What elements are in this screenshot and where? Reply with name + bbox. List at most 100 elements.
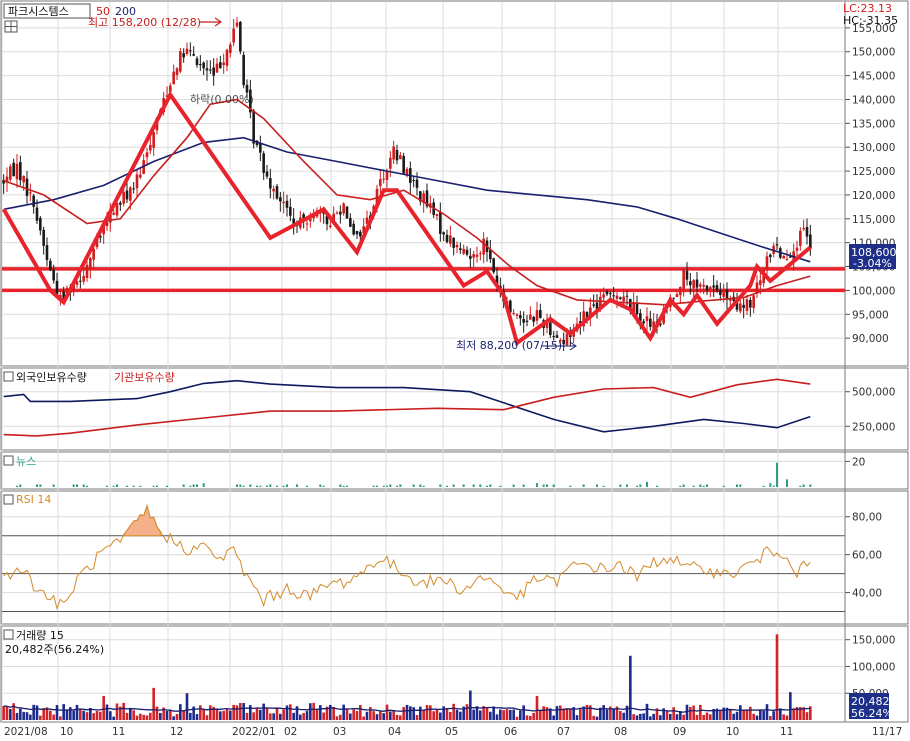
candle-body — [285, 200, 289, 208]
volume-bar — [99, 711, 102, 720]
candle-body — [519, 315, 522, 319]
volume-collapse-icon[interactable] — [3, 629, 14, 640]
candle-body — [79, 280, 82, 282]
volume-bar — [252, 712, 255, 720]
candle-body — [729, 298, 732, 301]
volume-bar — [359, 705, 362, 720]
candle-body — [105, 221, 109, 227]
volume-bar — [772, 711, 775, 720]
title-box[interactable] — [3, 3, 91, 19]
volume-bar — [152, 687, 155, 720]
date-tick-label: 10 — [726, 726, 739, 738]
volume-bar — [185, 693, 189, 720]
pattern-zigzag-line — [1, 90, 812, 347]
volume-bar — [775, 634, 779, 720]
volume-bar — [679, 711, 682, 720]
candle-body — [49, 260, 52, 271]
candle-body — [345, 206, 349, 219]
candle-body — [495, 275, 499, 285]
axis-tick-label: 95,000 — [852, 309, 889, 321]
candle-body — [412, 180, 415, 182]
candle-body — [535, 310, 539, 321]
volume-bar — [75, 704, 79, 720]
volume-bar — [175, 713, 179, 720]
candle-body — [699, 284, 702, 287]
volume-bar — [659, 715, 662, 720]
candle-body — [185, 48, 189, 55]
date-tick-label: 11 — [112, 726, 125, 738]
candle-body — [552, 336, 555, 338]
news-bar — [636, 485, 638, 487]
candle-body — [562, 339, 565, 345]
rsi-line — [3, 503, 811, 611]
volume-bar — [332, 706, 335, 720]
volume-bar — [629, 655, 632, 720]
volume-bar — [132, 710, 135, 720]
volume-bar — [732, 713, 735, 720]
volume-bar — [45, 707, 49, 720]
volume-bar — [452, 703, 455, 720]
news-bar — [346, 485, 348, 487]
volume-bar — [205, 715, 209, 720]
candle-body — [415, 179, 419, 188]
candle-body — [172, 71, 175, 85]
news-bar — [786, 479, 788, 487]
volume-bar — [519, 710, 522, 720]
news-collapse-icon[interactable] — [3, 455, 14, 466]
volume-bar — [155, 706, 159, 720]
volume-bar — [619, 710, 622, 720]
volume-bar — [52, 714, 55, 720]
volume-bar — [389, 711, 392, 720]
volume-bar — [172, 716, 175, 720]
candle-body — [725, 289, 729, 300]
candle-body — [715, 285, 719, 291]
news-bar — [412, 484, 415, 487]
volume-bar — [502, 710, 505, 720]
candle-body — [209, 69, 212, 71]
candle-body — [355, 230, 359, 235]
candle-body — [235, 22, 239, 27]
news-bar — [776, 462, 778, 487]
candle-body — [739, 303, 742, 312]
candle-body — [332, 213, 335, 223]
candle-body — [335, 212, 339, 214]
news-bar — [479, 484, 482, 487]
candle-body — [282, 201, 285, 204]
candle-body — [622, 296, 625, 302]
news-bar — [339, 484, 342, 487]
volume-bar — [539, 710, 542, 720]
volume-bar — [762, 710, 765, 720]
candle-body — [25, 178, 29, 196]
candle-body — [39, 218, 42, 231]
candle-body — [225, 49, 229, 66]
volume-last-value: 20,482 — [851, 695, 890, 708]
volume-bar — [215, 709, 219, 720]
volume-bar — [475, 706, 479, 720]
volume-info: 20,482주(56.24%) — [5, 643, 104, 656]
date-tick-label: 08 — [614, 726, 627, 738]
candle-body — [179, 51, 182, 72]
volume-bar — [522, 705, 525, 720]
volume-bar — [142, 714, 145, 720]
volume-bar — [525, 715, 529, 720]
volume-bar — [809, 706, 812, 720]
volume-bar — [552, 715, 555, 720]
candle-body — [392, 146, 395, 160]
volume-bar — [735, 711, 739, 720]
rsi-axis: 40,00 60,00 80,00 — [845, 512, 882, 600]
candle-body — [649, 318, 652, 327]
news-bar — [512, 484, 515, 487]
candle-body — [175, 68, 179, 75]
rsi-collapse-icon[interactable] — [3, 494, 14, 505]
volume-bar — [612, 708, 615, 720]
volume-bar — [802, 707, 805, 720]
candle-body — [12, 162, 15, 177]
volume-bar — [402, 707, 405, 720]
volume-bar — [159, 712, 162, 720]
holdings-collapse-icon[interactable] — [3, 371, 14, 382]
news-bar — [166, 485, 168, 487]
volume-bar — [339, 714, 342, 720]
news-bar — [419, 484, 422, 487]
grid-lines — [1, 2, 845, 722]
candle-body — [199, 64, 202, 66]
